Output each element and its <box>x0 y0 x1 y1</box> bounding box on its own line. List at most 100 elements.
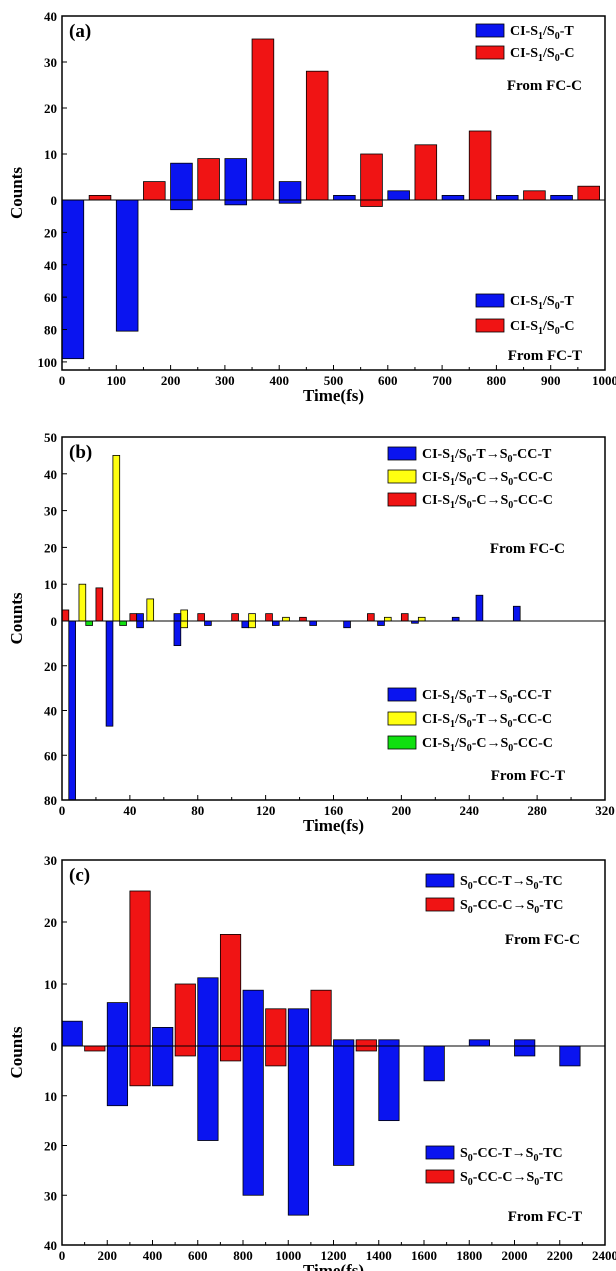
y-tick-label: 20 <box>44 225 57 240</box>
y-tick-label: 60 <box>44 290 57 305</box>
y-axis-label: Counts <box>7 167 26 219</box>
legend-text-part: CI-S <box>422 447 450 462</box>
legend-text-part: CI-S <box>510 24 538 39</box>
y-tick-label: 10 <box>44 977 57 992</box>
y-tick-label: 40 <box>44 704 57 719</box>
bar <box>287 1008 310 1047</box>
bar <box>282 616 290 622</box>
legend-label: S0-CC-C→S0-TC <box>460 1170 563 1188</box>
legend-swatch <box>425 1145 455 1160</box>
legend-text-part: -CC-C <box>513 470 553 485</box>
bar <box>170 199 193 211</box>
legend-label: CI-S1/S0-C <box>510 46 574 64</box>
bar <box>475 594 484 622</box>
bar <box>204 620 212 626</box>
bar <box>265 1008 287 1047</box>
legend-origin-label: From FC-T <box>508 348 582 364</box>
x-tick-label: 500 <box>324 373 344 388</box>
y-axis-label: Counts <box>7 1026 26 1078</box>
y-axis-label: Counts <box>7 592 26 644</box>
bar <box>180 620 188 629</box>
legend-label: S0-CC-T→S0-TC <box>460 874 563 892</box>
legend-subscript: 1 <box>450 719 455 730</box>
y-tick-label: 30 <box>44 55 57 70</box>
bar <box>95 587 104 622</box>
y-tick-label: 40 <box>44 1238 57 1253</box>
x-tick-label: 280 <box>527 803 547 818</box>
bar <box>441 194 465 201</box>
legend-text-part: /S <box>542 294 555 309</box>
legend-label: CI-S1/S0-T <box>510 294 574 312</box>
legend-text-part: /S <box>454 447 467 462</box>
bar <box>241 620 250 629</box>
legend-text-part: S <box>460 1146 468 1161</box>
bar <box>61 199 85 360</box>
legend-subscript: 0 <box>534 905 539 916</box>
y-tick-label: 40 <box>44 9 57 24</box>
bar <box>451 616 460 622</box>
legend-text-part: CI-S <box>422 493 450 508</box>
bar <box>231 613 239 622</box>
legend-text-part: CI-S <box>510 294 538 309</box>
bar <box>197 613 205 622</box>
legend-text-part: -C <box>560 319 575 334</box>
legend-text-part: CI-S <box>510 46 538 61</box>
legend-swatch <box>475 318 505 333</box>
bar <box>559 1045 581 1067</box>
x-tick-label: 0 <box>59 373 66 388</box>
bar <box>129 890 151 1047</box>
bar <box>129 613 138 622</box>
bar <box>287 1045 310 1216</box>
bar <box>423 1045 445 1082</box>
legend-text-part: -CC-C→S <box>473 898 535 913</box>
legend-text-part: CI-S <box>422 470 450 485</box>
bar <box>333 1045 355 1166</box>
legend-subscript: 0 <box>468 1153 473 1164</box>
x-axis-label: Time(fs) <box>303 386 364 405</box>
bar <box>115 199 139 332</box>
legend-origin-label: From FC-C <box>490 541 565 557</box>
y-tick-label: 50 <box>44 430 57 445</box>
x-tick-label: 2400 <box>592 1248 616 1263</box>
bar <box>242 1045 264 1196</box>
x-tick-label: 1000 <box>275 1248 301 1263</box>
legend-swatch <box>387 446 417 461</box>
bar <box>106 1002 129 1047</box>
x-tick-label: 2000 <box>502 1248 528 1263</box>
chart-panel: 0 200 400 600 800 1000 1200 1400 1600 1800 2000 220… <box>7 853 616 1271</box>
bar <box>197 158 220 201</box>
legend-subscript: 0 <box>467 695 472 706</box>
bar <box>224 158 248 201</box>
y-tick-label: 60 <box>44 748 57 763</box>
y-tick-label: 20 <box>44 101 57 116</box>
legend-swatch <box>475 293 505 308</box>
bar <box>333 1039 355 1047</box>
bar <box>105 620 114 727</box>
y-tick-label: 100 <box>38 355 58 370</box>
y-tick-label: 10 <box>44 1089 57 1104</box>
bar <box>174 983 196 1047</box>
legend-subscript: 0 <box>533 1153 538 1164</box>
legend-text-part: CI-S <box>422 712 450 727</box>
chart-panel: 0 40 80 120 160 200 240 280 32010203040500204060… <box>7 430 615 835</box>
legend-text-part: -CC-T <box>513 447 553 462</box>
legend-text-part: CI-S <box>422 688 450 703</box>
legend-text-part: S <box>460 898 468 913</box>
legend-subscript: 0 <box>508 719 513 730</box>
bar <box>174 1045 196 1057</box>
bar <box>61 609 70 622</box>
x-tick-label: 1200 <box>321 1248 347 1263</box>
legend-text-part: -T→S <box>472 447 508 462</box>
bar <box>310 989 332 1047</box>
bar <box>387 190 410 201</box>
legend-subscript: 0 <box>533 881 538 892</box>
legend-text-part: -CC-C <box>513 712 553 727</box>
bar <box>378 1045 400 1122</box>
legend-text-part: /S <box>454 470 467 485</box>
legend-label: CI-S1/S0-T→S0-CC-C <box>422 712 552 730</box>
y-tick-label: 0 <box>51 614 58 629</box>
legend-text-part: -CC-T→S <box>473 874 534 889</box>
legend-subscript: 0 <box>555 301 560 312</box>
panel-label: (c) <box>69 865 90 886</box>
